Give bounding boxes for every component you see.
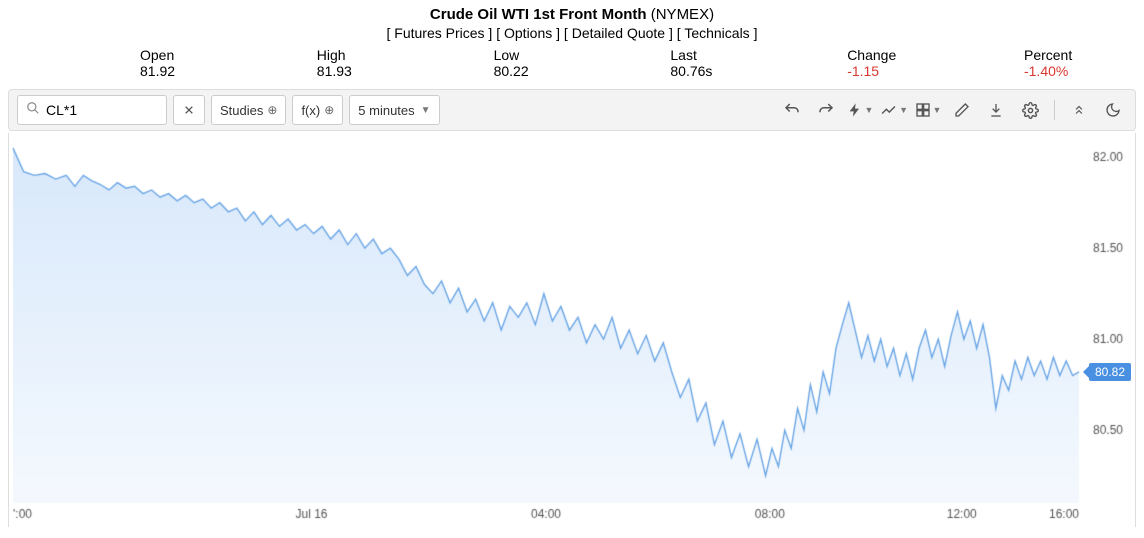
undo-button[interactable] [778,96,806,124]
chevron-down-icon: ▼ [899,105,908,115]
chart-header: Crude Oil WTI 1st Front Month (NYMEX) [ … [0,0,1144,41]
stat-value: 81.92 [140,63,175,79]
stat-label: Open [140,47,174,63]
interval-button[interactable]: 5 minutes ▼ [349,95,439,125]
instrument-title: Crude Oil WTI 1st Front Month (NYMEX) [0,6,1144,23]
studies-button[interactable]: Studies ⊕ [211,95,286,125]
plus-icon: ⊕ [324,103,334,117]
last-price-value: 80.82 [1095,365,1125,379]
last-price-badge: 80.82 [1089,363,1131,381]
stat-value: -1.15 [847,63,879,79]
stat-label: Percent [1024,47,1072,63]
layout-button[interactable]: ▼ [914,96,942,124]
nav-options[interactable]: Options [504,25,552,41]
studies-label: Studies [220,103,263,118]
stat-label: Last [670,47,696,63]
draw-button[interactable] [948,96,976,124]
plus-icon: ⊕ [267,103,277,117]
settings-button[interactable] [1016,96,1044,124]
download-button[interactable] [982,96,1010,124]
instrument-name: Crude Oil WTI 1st Front Month [430,6,647,23]
redo-button[interactable] [812,96,840,124]
fx-button[interactable]: f(x) ⊕ [292,95,343,125]
stat-value: 80.76s [670,63,712,79]
exchange-label: (NYMEX) [651,6,714,23]
stat-value: -1.40% [1024,63,1068,79]
chart-canvas [9,133,1135,527]
stat-label: Change [847,47,896,63]
nav-technicals[interactable]: Technicals [684,25,749,41]
search-icon [26,101,40,120]
stat-label: Low [494,47,520,63]
stat-high: High 81.93 [317,47,397,79]
toolbar-divider [1054,100,1055,120]
header-nav: [ Futures Prices ] [ Options ] [ Detaile… [0,25,1144,41]
chevron-down-icon: ▼ [865,105,874,115]
chart-type-button[interactable]: ▼ [880,96,908,124]
stat-last: Last 80.76s [670,47,750,79]
compare-button[interactable] [173,95,205,125]
stat-change: Change -1.15 [847,47,927,79]
chevron-down-icon: ▼ [933,105,942,115]
interval-label: 5 minutes [358,103,414,118]
stat-label: High [317,47,346,63]
stat-open: Open 81.92 [140,47,220,79]
nav-futures-prices[interactable]: Futures Prices [394,25,484,41]
stats-row: Open 81.92 High 81.93 Low 80.22 Last 80.… [0,41,1144,89]
chart-toolbar: Studies ⊕ f(x) ⊕ 5 minutes ▼ ▼ ▼ ▼ [8,89,1136,131]
nav-detailed-quote[interactable]: Detailed Quote [572,25,665,41]
stat-percent: Percent -1.40% [1024,47,1104,79]
stat-value: 81.93 [317,63,352,79]
symbol-search[interactable] [17,95,167,125]
stat-low: Low 80.22 [494,47,574,79]
price-chart[interactable]: 80.82 [8,133,1136,527]
theme-button[interactable] [1099,96,1127,124]
stat-value: 80.22 [494,63,529,79]
collapse-button[interactable] [1065,96,1093,124]
events-button[interactable]: ▼ [846,96,874,124]
symbol-input[interactable] [46,102,158,118]
chevron-down-icon: ▼ [421,105,431,116]
fx-label: f(x) [301,103,320,118]
